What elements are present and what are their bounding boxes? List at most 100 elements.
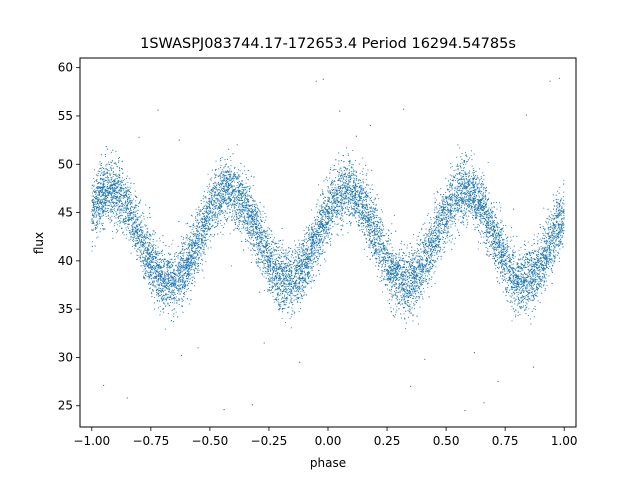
data-point xyxy=(316,264,318,266)
data-point xyxy=(481,212,484,214)
data-point xyxy=(401,284,403,286)
data-point xyxy=(287,298,289,300)
data-point xyxy=(328,187,330,189)
data-point xyxy=(559,187,561,189)
data-point xyxy=(462,183,464,185)
data-point xyxy=(243,204,245,206)
data-point xyxy=(157,281,159,283)
data-point xyxy=(135,240,137,242)
data-point xyxy=(125,216,127,218)
data-point xyxy=(427,267,429,270)
data-point xyxy=(476,183,478,185)
data-point xyxy=(545,222,548,224)
data-point xyxy=(421,227,423,229)
data-point xyxy=(215,202,218,204)
data-point xyxy=(434,197,436,199)
data-point xyxy=(499,252,501,254)
data-point xyxy=(193,253,195,255)
data-point xyxy=(354,174,356,176)
data-point xyxy=(472,173,475,175)
data-point xyxy=(465,182,467,185)
data-point xyxy=(164,261,166,263)
data-point xyxy=(255,250,257,252)
data-point xyxy=(171,290,173,292)
data-point xyxy=(375,209,377,211)
data-point xyxy=(210,179,212,181)
data-point xyxy=(298,297,300,299)
data-point xyxy=(404,274,406,276)
data-point xyxy=(550,227,552,229)
data-point xyxy=(466,190,468,192)
data-point xyxy=(238,223,240,225)
data-point xyxy=(491,225,493,228)
data-point xyxy=(203,219,205,221)
data-point xyxy=(413,283,415,285)
data-point xyxy=(342,215,344,217)
data-point xyxy=(456,156,458,158)
data-point xyxy=(146,217,148,219)
data-point xyxy=(189,241,191,243)
data-point xyxy=(476,215,479,217)
data-point xyxy=(362,178,364,180)
data-point xyxy=(528,308,530,310)
data-point xyxy=(461,172,463,174)
data-point xyxy=(160,310,162,312)
data-point xyxy=(454,237,457,239)
data-point xyxy=(535,250,537,252)
data-point xyxy=(271,280,273,282)
data-point xyxy=(98,198,100,200)
data-point xyxy=(417,259,419,261)
data-point xyxy=(466,178,468,180)
data-point xyxy=(144,236,146,238)
data-point xyxy=(307,255,309,257)
data-point xyxy=(132,222,134,224)
data-point xyxy=(539,279,541,281)
data-point xyxy=(235,177,237,179)
data-point xyxy=(126,229,128,231)
data-point xyxy=(379,280,381,282)
data-point xyxy=(297,293,299,295)
data-point xyxy=(488,228,490,230)
data-point xyxy=(361,202,364,204)
data-point xyxy=(528,270,530,272)
data-point xyxy=(193,251,195,253)
data-point xyxy=(112,175,114,177)
data-point xyxy=(265,216,267,218)
data-point xyxy=(336,196,339,198)
data-point xyxy=(397,270,399,272)
data-point xyxy=(510,236,512,238)
data-point xyxy=(435,212,437,214)
data-point xyxy=(145,270,147,272)
data-point xyxy=(497,246,499,248)
data-point xyxy=(311,263,313,265)
data-point xyxy=(122,207,124,209)
data-point xyxy=(381,229,383,231)
data-point xyxy=(340,192,342,194)
data-point xyxy=(442,238,444,240)
data-point xyxy=(115,222,117,224)
data-point xyxy=(456,229,458,231)
data-point xyxy=(288,266,290,268)
data-point xyxy=(293,257,295,259)
data-point xyxy=(243,225,245,227)
data-point xyxy=(378,216,380,219)
data-point xyxy=(501,281,503,283)
data-point xyxy=(195,256,197,258)
data-point xyxy=(182,267,184,269)
data-point xyxy=(128,186,130,188)
data-point xyxy=(296,289,299,291)
data-point xyxy=(153,268,155,270)
data-point xyxy=(281,265,283,267)
data-point xyxy=(544,231,546,233)
data-point xyxy=(434,239,436,241)
data-point xyxy=(242,180,244,182)
data-point xyxy=(546,237,548,239)
data-point xyxy=(260,246,262,248)
data-point xyxy=(405,288,407,290)
data-point xyxy=(272,272,274,274)
data-point xyxy=(354,209,356,211)
data-point xyxy=(375,221,377,223)
data-point xyxy=(212,209,214,211)
data-point xyxy=(165,305,167,307)
